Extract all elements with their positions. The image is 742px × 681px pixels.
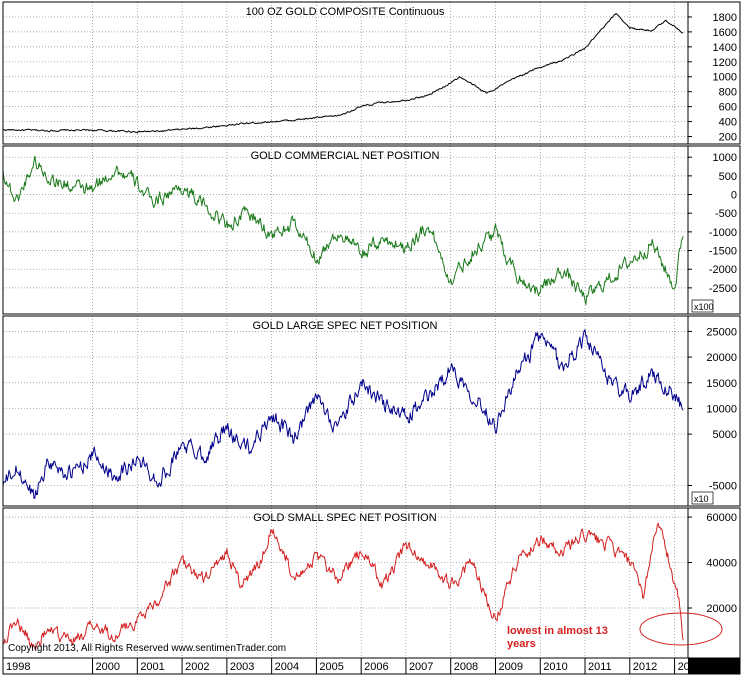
y-tick-label: 25000 [706, 326, 737, 338]
x-tick-label: 2003 [230, 661, 254, 673]
unit-note-label: x10 [694, 494, 709, 504]
y-tick-label: 1600 [713, 27, 737, 39]
series-line [2, 13, 684, 134]
x-tick-label: 2005 [319, 661, 343, 673]
y-tick-label: 500 [719, 171, 737, 183]
panel-frame [2, 1, 741, 145]
y-tick-label: 0 [731, 190, 737, 202]
y-tick-label: 20000 [706, 352, 737, 364]
y-tick-label: 1200 [713, 57, 737, 69]
y-tick-label: 10000 [706, 403, 737, 415]
y-tick-label: 60000 [706, 512, 737, 524]
x-tick-label: 2000 [96, 661, 120, 673]
x-axis-corner [688, 658, 740, 674]
x-tick-label: 2004 [275, 661, 299, 673]
series-line [2, 522, 684, 650]
y-tick-label: 5000 [713, 429, 737, 441]
y-tick-label: 400 [719, 117, 737, 129]
panel-title: GOLD SMALL SPEC NET POSITION [253, 512, 436, 524]
series-line [2, 155, 684, 306]
y-tick-label: 1400 [713, 42, 737, 54]
y-tick-label: -2500 [709, 283, 737, 295]
x-tick-label: 2011 [588, 661, 612, 673]
annotation-text-line1: lowest in almost 13 [507, 625, 608, 637]
x-tick-label: 2006 [364, 661, 388, 673]
x-tick-label: 2002 [185, 661, 209, 673]
unit-note-box [691, 491, 714, 505]
y-tick-label: 20000 [706, 603, 737, 615]
y-tick-label: 40000 [706, 558, 737, 570]
text-layer: 1800 1600 1400 1200 1000 800 600 400 200 100 OZ G… [6, 6, 737, 673]
y-tick-label: -2000 [709, 264, 737, 276]
y-tick-label: 1000 [713, 72, 737, 84]
x-tick-label: 2010 [543, 661, 567, 673]
y-tick-label: 600 [719, 102, 737, 114]
x-tick-label: 201 [678, 661, 696, 673]
x-tick-label: 1998 [6, 661, 30, 673]
series-layer [2, 13, 684, 650]
panel-frame [2, 145, 741, 315]
y-tick-label: -5000 [709, 480, 737, 492]
series-line [2, 329, 684, 499]
x-tick-label: 2008 [454, 661, 478, 673]
panel-title: 100 OZ GOLD COMPOSITE Continuous [246, 6, 445, 18]
y-tick-label: -1500 [709, 246, 737, 258]
y-tick-label: -1000 [709, 227, 737, 239]
copyright-text: Copyright 2013, All Rights Reserved www.… [8, 643, 286, 654]
y-tick-label: 1000 [713, 152, 737, 164]
panel-title: GOLD COMMERCIAL NET POSITION [251, 150, 440, 162]
unit-note-box [691, 299, 714, 313]
panel-title: GOLD LARGE SPEC NET POSITION [252, 320, 437, 332]
y-tick-label: 15000 [706, 378, 737, 390]
grid-layer [2, 2, 688, 658]
annotation-text-line2: years [507, 638, 536, 650]
y-tick-label: 1800 [713, 12, 737, 24]
annotation-ellipse [639, 612, 723, 646]
y-tick-label: -500 [715, 208, 737, 220]
x-tick-label: 2012 [633, 661, 657, 673]
x-tick-label: 2007 [409, 661, 433, 673]
x-tick-label: 2009 [498, 661, 522, 673]
y-tick-label: 200 [719, 132, 737, 144]
y-tick-label: 800 [719, 87, 737, 99]
panel-frame [2, 315, 741, 507]
unit-note-label: x100 [694, 302, 714, 312]
x-tick-label: 2001 [140, 661, 164, 673]
